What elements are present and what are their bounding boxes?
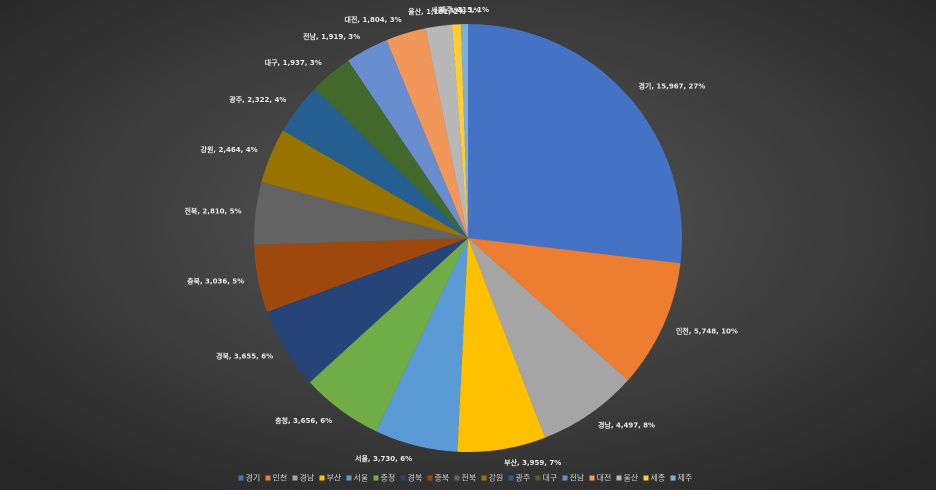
pie-slice [468, 238, 628, 438]
legend-swatch [589, 475, 595, 481]
legend-swatch [481, 475, 487, 481]
data-label: 부산, 3,959, 7% [504, 458, 561, 467]
legend-swatch [508, 475, 514, 481]
pie-slice [254, 181, 468, 245]
legend-label: 경남 [300, 473, 315, 483]
legend-swatch [265, 475, 271, 481]
data-label: 경북, 3,655, 6% [216, 351, 273, 360]
legend-label: 경북 [408, 473, 423, 483]
legend-label: 제주 [678, 474, 693, 483]
pie-slice [282, 88, 468, 238]
legend-swatch [535, 475, 541, 481]
pie-slice [267, 238, 468, 383]
pie-slice [468, 24, 682, 264]
pie-slice [457, 238, 546, 452]
data-label: 세종, 395, 1% [431, 5, 481, 14]
legend-swatch [643, 475, 649, 481]
pie-slice [309, 238, 468, 432]
pie-slice [375, 238, 468, 452]
legend-label: 대전 [597, 473, 612, 483]
data-label: 경남, 4,497, 8% [598, 420, 655, 429]
data-label: 강원, 2,464, 4% [201, 145, 258, 154]
legend-swatch [346, 475, 352, 481]
legend-label: 충북 [435, 474, 450, 483]
legend-swatch [373, 475, 379, 481]
legend-swatch [670, 475, 676, 481]
data-label: 전남, 1,919, 3% [303, 32, 360, 41]
data-label: 서울, 3,730, 6% [355, 454, 412, 463]
data-label: 전북, 2,810, 5% [184, 206, 241, 215]
data-label: 광주, 2,322, 4% [229, 95, 286, 104]
data-label: 인천, 5,748, 10% [676, 326, 738, 335]
pie-slice [348, 40, 468, 238]
pie-slice [314, 60, 468, 238]
data-label: 대전, 1,804, 3% [345, 15, 402, 24]
data-label: 울산, 1,181, 2% [408, 7, 465, 16]
data-label: 대구, 1,937, 3% [265, 58, 322, 67]
legend-swatch [562, 475, 568, 481]
pie-slice [468, 238, 681, 381]
pie-slice [254, 238, 468, 312]
legend-label: 부산 [327, 473, 342, 483]
legend-label: 강원 [489, 473, 504, 483]
legend-label: 전북 [462, 473, 477, 483]
legend-label: 광주 [516, 473, 531, 483]
legend-label: 경기 [246, 473, 261, 483]
legend-swatch [319, 475, 325, 481]
legend-swatch [454, 475, 460, 481]
legend-swatch [400, 475, 406, 481]
legend-swatch [427, 475, 433, 481]
legend-label: 전남 [570, 473, 585, 483]
pie-slice [460, 24, 468, 238]
pie-slice [425, 24, 468, 238]
legend-label: 인천 [273, 473, 288, 483]
data-label: 경기, 15,967, 27% [638, 82, 705, 91]
pie-slice [261, 130, 468, 238]
legend-swatch [238, 475, 244, 481]
pie-slice [451, 24, 468, 238]
data-label: 충청, 3,656, 6% [275, 416, 332, 425]
legend-swatch [616, 475, 622, 481]
legend-label: 서울 [354, 474, 369, 483]
legend-label: 대구 [543, 474, 558, 483]
data-label: 충북, 3,036, 5% [187, 277, 244, 286]
legend-swatch [292, 475, 298, 481]
legend-label: 울산 [624, 473, 639, 483]
legend-label: 충청 [381, 474, 396, 483]
data-label: 제주, 315, 1% [439, 5, 489, 14]
legend-label: 세종 [651, 474, 666, 483]
pie-slice [386, 28, 468, 238]
